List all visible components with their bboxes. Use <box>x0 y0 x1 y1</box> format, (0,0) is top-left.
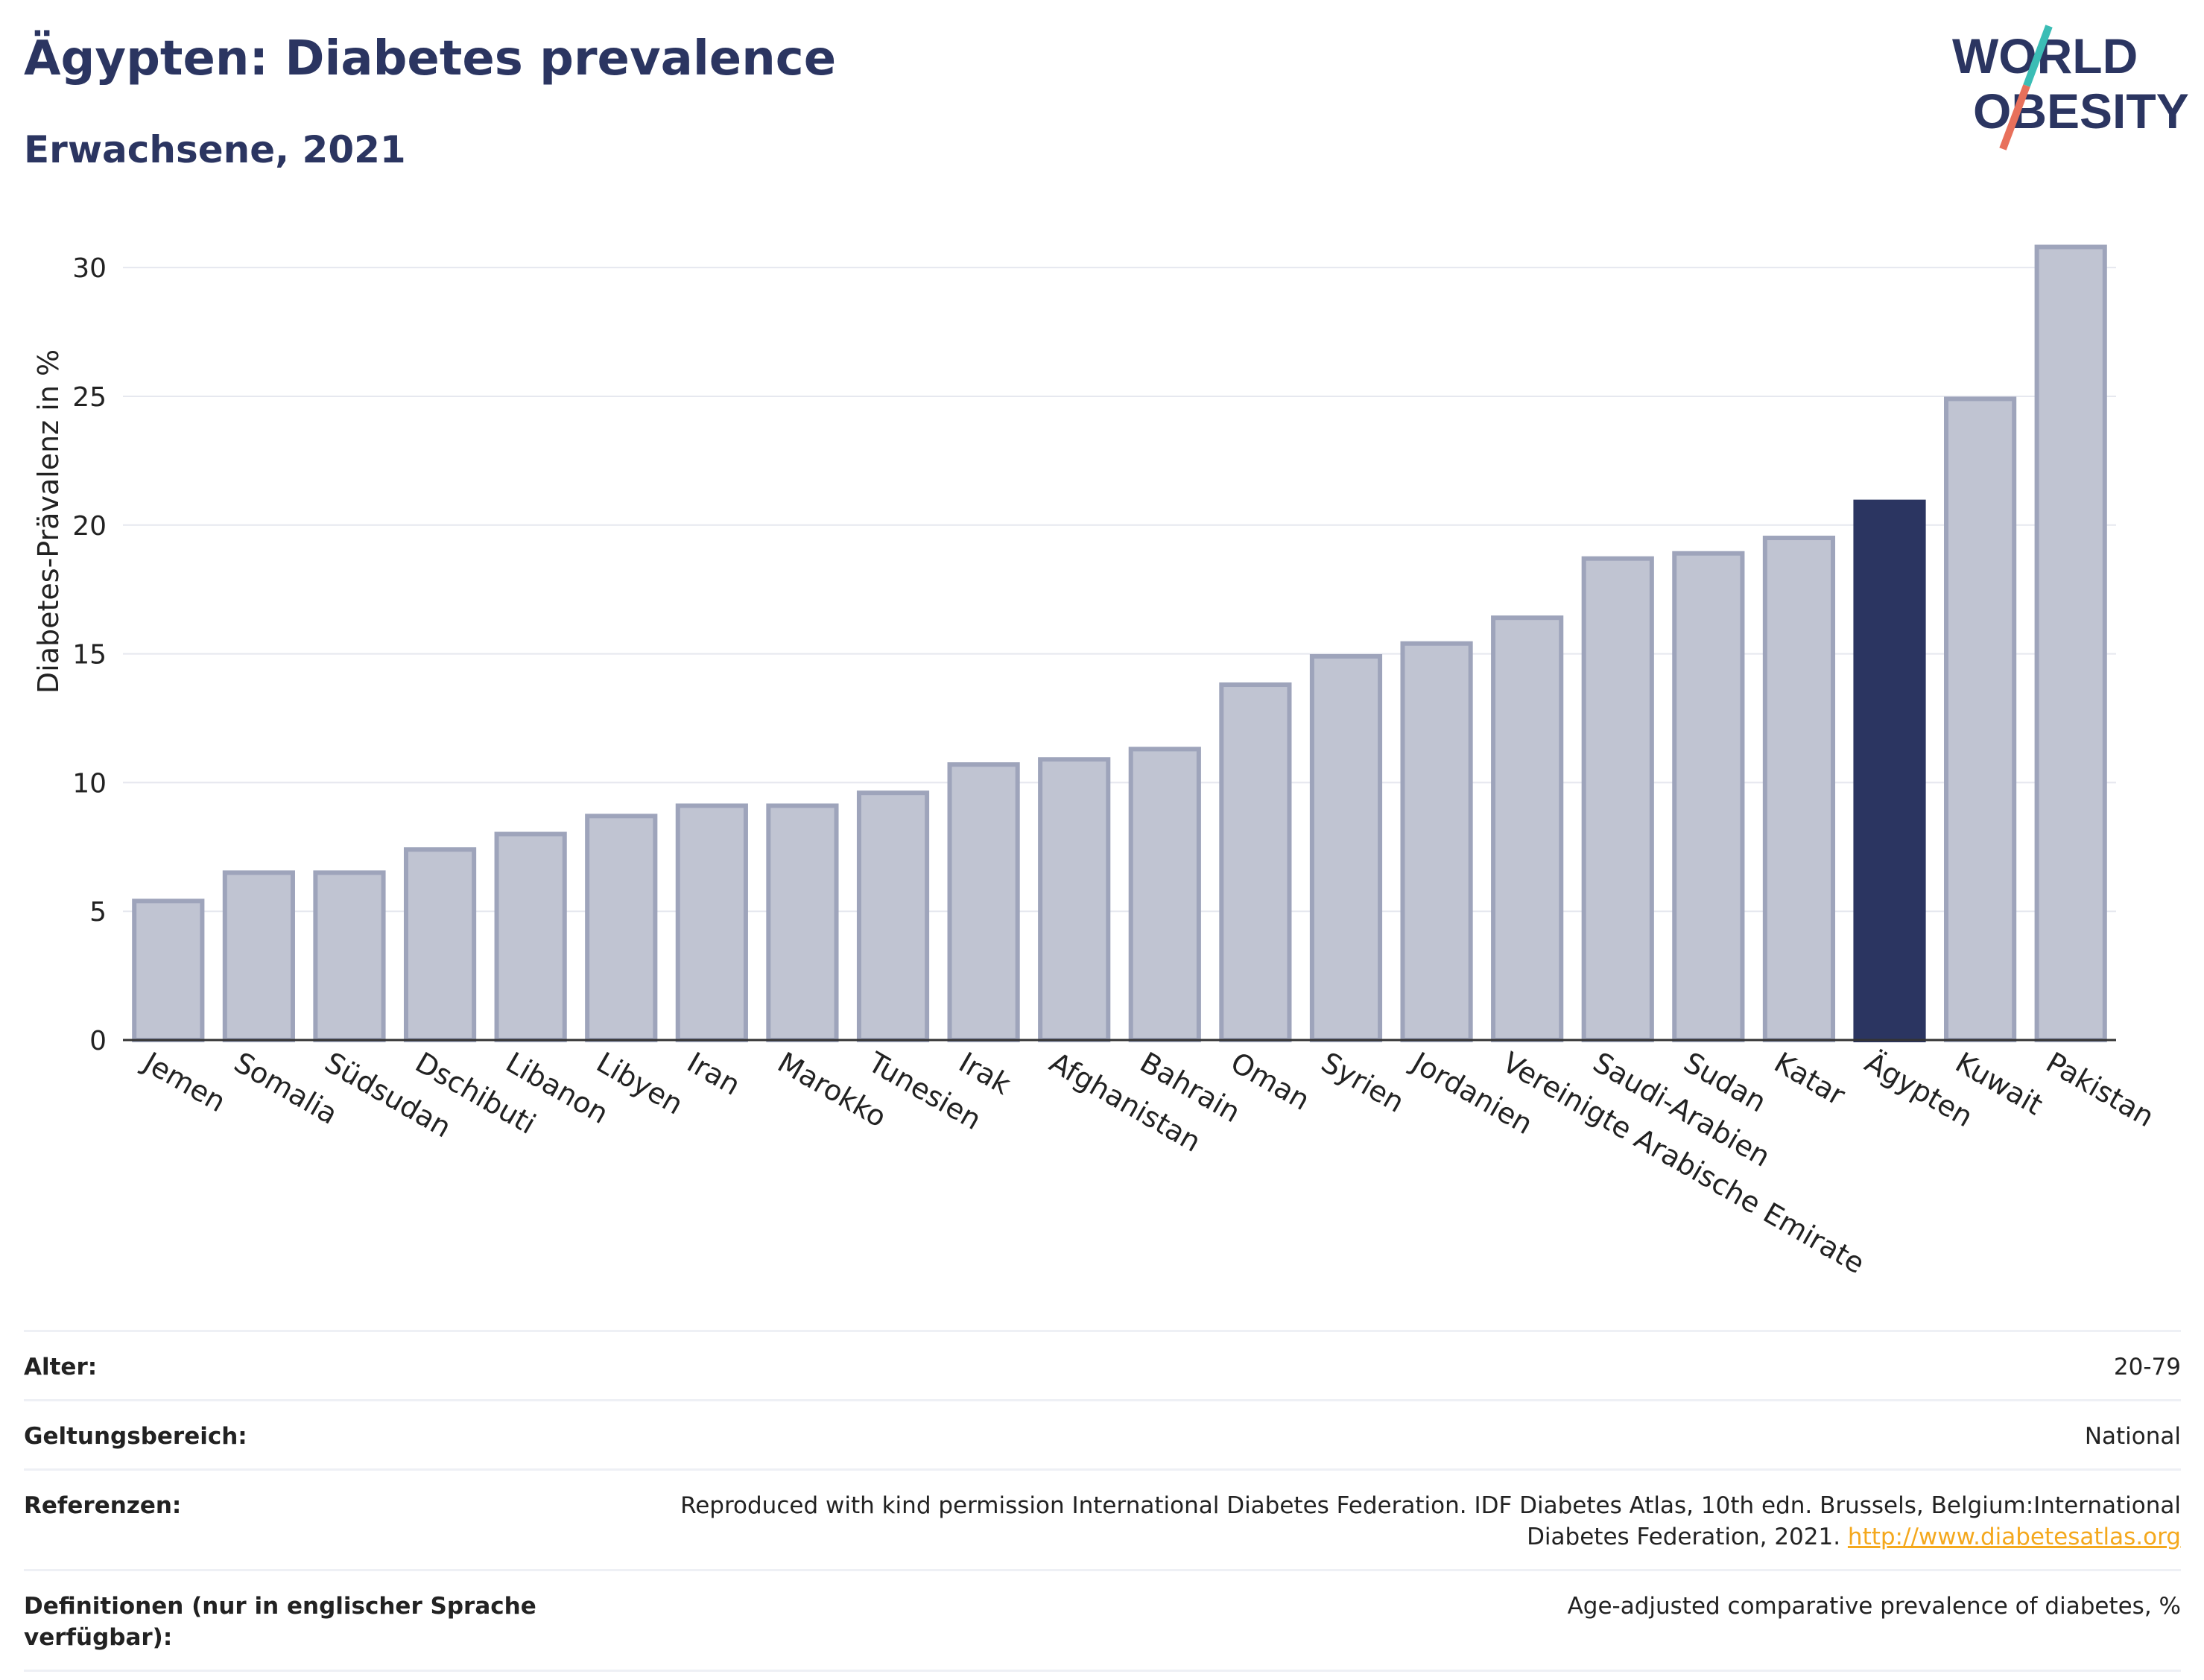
y-tick-label: 25 <box>72 382 107 413</box>
bar-syrien <box>1309 654 1383 1042</box>
metadata-table: Alter: 20-79 Geltungsbereich: National Refer… <box>24 1330 2181 1672</box>
y-tick-label: 20 <box>72 511 107 542</box>
metadata-label: Alter: <box>24 1354 98 1381</box>
x-tick-label: Afghanistan <box>1044 1046 1206 1158</box>
metadata-value: 20-79 <box>2114 1351 2181 1383</box>
metadata-value-text: National <box>2084 1423 2181 1450</box>
bar-südsudan <box>313 870 386 1042</box>
bar-dschibuti <box>403 847 477 1042</box>
x-tick-label: Syrien <box>1316 1046 1410 1119</box>
bar-tunesien <box>856 790 930 1042</box>
metadata-value: Reproduced with kind permission Internat… <box>616 1490 2181 1553</box>
metadata-value: National <box>2085 1421 2181 1452</box>
bar-saudi-arabien <box>1581 556 1654 1042</box>
metadata-label: Referenzen: <box>24 1492 182 1519</box>
y-tick-label: 5 <box>89 897 107 928</box>
axes: 051015202530JemenSomaliaSüdsudanDschibut… <box>72 253 2159 1280</box>
x-tick-label: Katar <box>1769 1046 1851 1112</box>
logo-slash-top <box>2023 25 2053 87</box>
x-tick-label: Jemen <box>137 1045 232 1119</box>
bar-marokko <box>766 803 839 1042</box>
metadata-row: Referenzen: Reproduced with kind permissi… <box>24 1468 2181 1569</box>
bar-bahrain <box>1128 747 1201 1042</box>
bar-afghanistan <box>1038 757 1111 1042</box>
x-tick-label: Irak <box>954 1046 1016 1101</box>
metadata-row: Definitionen (nur in englischer Sprache … <box>24 1569 2181 1672</box>
bar-vereinigte-arabische-emirate <box>1491 615 1564 1042</box>
bar-libyen <box>585 814 658 1043</box>
bar-sudan <box>1672 551 1745 1042</box>
bars <box>132 244 2107 1043</box>
logo-slash-bottom <box>1999 84 2030 150</box>
y-axis-label: Diabetes-Prävalenz in % <box>32 349 65 694</box>
chart-subtitle: Erwachsene, 2021 <box>24 128 406 171</box>
bar-chart: 051015202530JemenSomaliaSüdsudanDschibut… <box>32 244 2160 1280</box>
y-tick-label: 10 <box>72 768 107 799</box>
bar-jemen <box>132 898 205 1042</box>
bar-kuwait <box>1944 396 2017 1042</box>
bar-katar <box>1762 536 1836 1042</box>
reference-link[interactable]: http://www.diabetesatlas.org <box>1847 1524 2181 1550</box>
x-tick-label: Pakistan <box>2041 1046 2160 1134</box>
metadata-row: Alter: 20-79 <box>24 1330 2181 1399</box>
metadata-row: Geltungsbereich: National <box>24 1399 2181 1468</box>
x-tick-label: Somalia <box>229 1046 343 1131</box>
bar-pakistan <box>2034 244 2107 1043</box>
bar-iran <box>675 803 748 1042</box>
y-tick-label: 15 <box>72 640 107 671</box>
metadata-label: Geltungsbereich: <box>24 1423 247 1450</box>
bar-irak <box>947 762 1020 1043</box>
bar-libanon <box>494 831 567 1042</box>
y-tick-label: 30 <box>72 253 107 284</box>
metadata-label: Definitionen (nur in englischer Sprache … <box>24 1593 536 1651</box>
logo-word-obesity: OBESITY <box>1973 83 2189 139</box>
y-tick-label: 0 <box>89 1026 107 1056</box>
bar-ägypten <box>1853 499 1926 1042</box>
bar-jordanien <box>1400 641 1473 1042</box>
metadata-value-text: Reproduced with kind permission Internat… <box>680 1492 2181 1550</box>
bar-somalia <box>222 870 295 1042</box>
chart-title: Ägypten: Diabetes prevalence <box>24 31 837 86</box>
world-obesity-logo: WORLD OBESITY <box>1952 25 2189 150</box>
metadata-value-text: Age-adjusted comparative prevalence of d… <box>1567 1593 2181 1620</box>
metadata-value-text: 20-79 <box>2113 1354 2181 1381</box>
metadata-value: Age-adjusted comparative prevalence of d… <box>1568 1591 2181 1622</box>
bar-oman <box>1219 682 1292 1042</box>
x-tick-label: Iran <box>682 1046 746 1102</box>
